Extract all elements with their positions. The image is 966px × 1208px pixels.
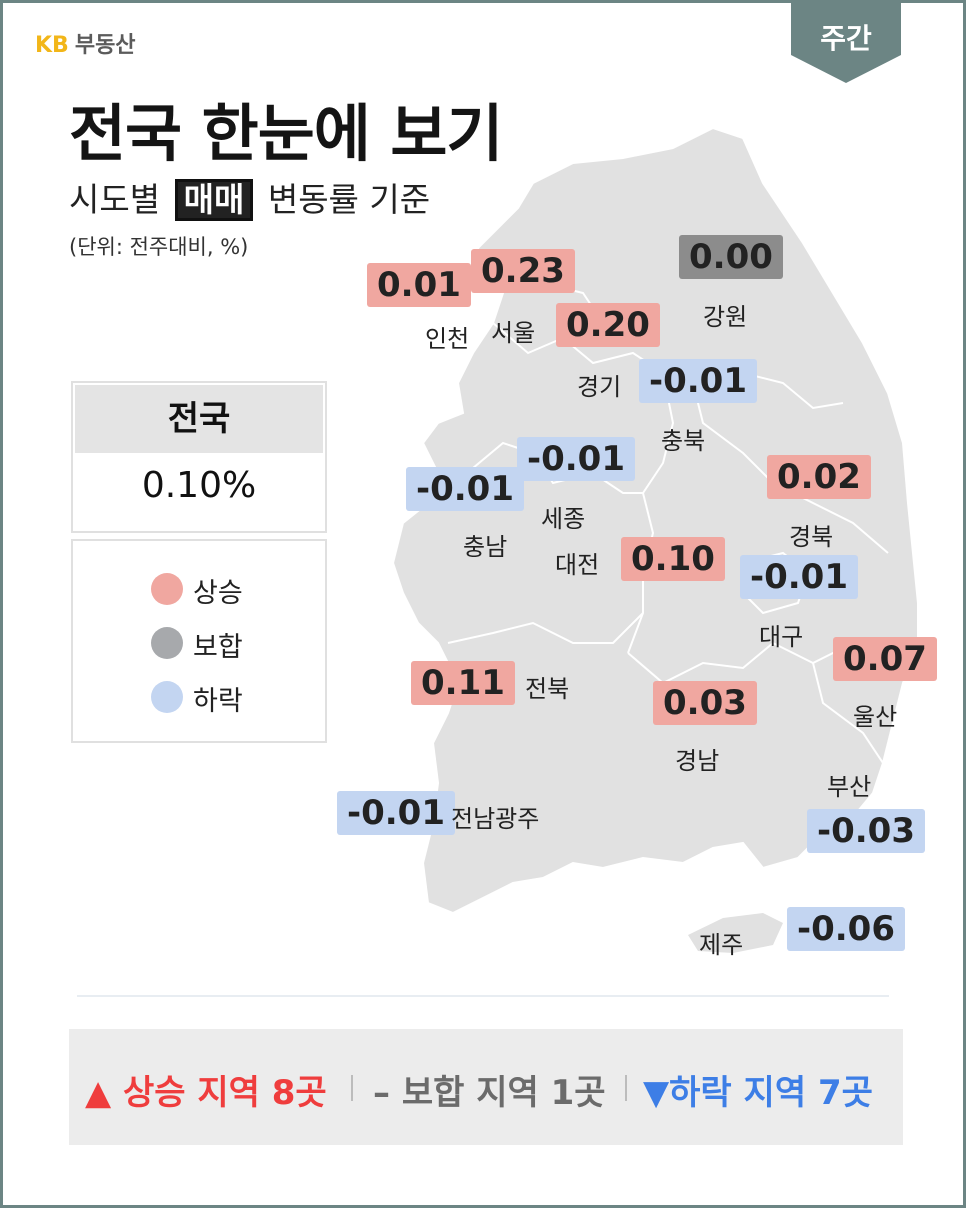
page-subtitle: 시도별 매매 변동률 기준 xyxy=(69,173,430,221)
summary-flat: – 보합 지역 1곳 xyxy=(373,1073,606,1113)
tag-shape xyxy=(791,3,901,83)
badge-gyeonggi: 0.20 xyxy=(556,303,660,347)
brand-kb: KB xyxy=(35,33,69,58)
legend-dot-flat xyxy=(151,627,183,659)
label-incheon: 인천 xyxy=(425,325,470,353)
summary-separator xyxy=(351,1075,353,1101)
badge-ulsan: 0.07 xyxy=(833,637,937,681)
summary-down: ▼하락 지역 7곳 xyxy=(643,1073,873,1113)
badge-sejong: -0.01 xyxy=(517,437,635,481)
summary-separator xyxy=(625,1075,627,1101)
subtitle-highlight: 매매 xyxy=(174,179,254,221)
label-jeonbuk: 전북 xyxy=(525,675,570,703)
label-gyeongbuk: 경북 xyxy=(789,523,834,551)
label-gangwon: 강원 xyxy=(703,303,748,331)
period-tag-label: 주간 xyxy=(820,22,872,55)
legend-dot-down xyxy=(151,681,183,713)
label-daejeon: 대전 xyxy=(555,551,600,579)
page-title: 전국 한눈에 보기 xyxy=(69,97,503,170)
badge-busan: -0.03 xyxy=(807,809,925,853)
korea-map xyxy=(391,126,919,953)
legend-label-down: 하락 xyxy=(193,686,243,717)
korea-mainland-shape xyxy=(391,126,919,915)
national-value: 0.10% xyxy=(141,465,257,506)
national-label: 전국 xyxy=(75,385,323,453)
national-box: 전국 0.10% xyxy=(71,381,327,533)
badge-chungnam: -0.01 xyxy=(406,467,524,511)
jeju-island-shape xyxy=(688,913,783,953)
summary-bar: ▲ 상승 지역 8곳 – 보합 지역 1곳 ▼하락 지역 7곳 xyxy=(69,1029,903,1145)
badge-gyeongbuk: 0.02 xyxy=(767,455,871,499)
badge-jeonbuk: 0.11 xyxy=(411,661,515,705)
label-ulsan: 울산 xyxy=(853,703,898,731)
subtitle-prefix: 시도별 xyxy=(69,180,161,219)
period-tag: 주간 xyxy=(791,3,901,85)
label-gyeonggi: 경기 xyxy=(577,373,622,401)
badge-gangwon: 0.00 xyxy=(679,235,783,279)
badge-incheon: 0.01 xyxy=(367,263,471,307)
label-gyeongnam: 경남 xyxy=(675,747,720,775)
label-seoul: 서울 xyxy=(491,319,536,347)
badge-jeju: -0.06 xyxy=(787,907,905,951)
subtitle-suffix: 변동률 기준 xyxy=(267,180,431,219)
badge-daegu: -0.01 xyxy=(740,555,858,599)
summary-up: ▲ 상승 지역 8곳 xyxy=(85,1073,327,1113)
badge-seoul: 0.23 xyxy=(471,249,575,293)
label-sejong: 세종 xyxy=(541,505,586,533)
label-busan: 부산 xyxy=(827,773,872,801)
label-chungnam: 충남 xyxy=(463,533,508,561)
legend: 상승 보합 하락 xyxy=(71,539,327,743)
brand-logo: KB 부동산 xyxy=(35,27,136,59)
divider xyxy=(77,995,889,997)
label-jeonnam-gwangju: 전남광주 xyxy=(451,805,540,833)
brand-name: 부동산 xyxy=(74,33,136,58)
label-chungbuk: 충북 xyxy=(661,427,706,455)
badge-chungbuk: -0.01 xyxy=(639,359,757,403)
unit-note: (단위: 전주대비, %) xyxy=(69,235,249,259)
legend-label-flat: 보합 xyxy=(193,632,243,663)
badge-gyeongnam: 0.03 xyxy=(653,681,757,725)
legend-dot-up xyxy=(151,573,183,605)
badge-jeonnam-gwangju: -0.01 xyxy=(337,791,455,835)
label-daegu: 대구 xyxy=(759,623,804,651)
legend-label-up: 상승 xyxy=(193,578,243,609)
badge-daejeon: 0.10 xyxy=(621,537,725,581)
label-jeju: 제주 xyxy=(699,931,744,959)
